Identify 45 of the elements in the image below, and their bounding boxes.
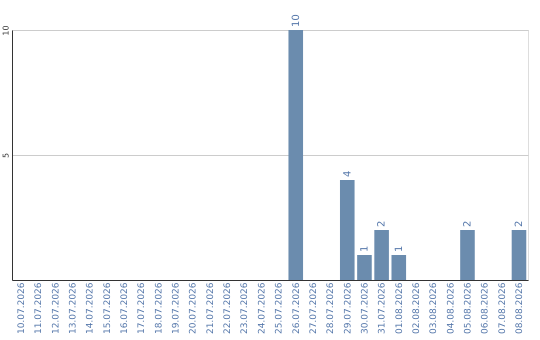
x-tick-label: 16.07.2026 [120,282,130,334]
x-tick-label: 30.07.2026 [360,282,370,334]
x-tick-label: 19.07.2026 [172,282,182,334]
x-tick-label: 15.07.2026 [102,282,113,334]
x-tick-label: 13.07.2026 [68,282,79,334]
data-label: 4 [342,170,354,177]
x-tick-label: 23.07.2026 [240,282,250,334]
x-tick-label: 20.07.2026 [188,282,199,334]
bar [340,180,355,280]
x-tick-label: 31.07.2026 [378,282,388,334]
bar [288,30,304,280]
x-tick-label: 01.08.2026 [394,282,405,334]
x-tick-label: 12.07.2026 [51,282,62,334]
bar [374,230,389,280]
x-tick-label: 21.07.2026 [206,282,216,334]
bar [460,230,475,280]
data-label: 2 [376,220,388,227]
data-label: 2 [514,220,525,227]
bar [512,230,526,280]
x-tick-label: 26.07.2026 [292,282,302,334]
bar [391,255,406,280]
data-label: 1 [359,246,370,252]
x-tick-label: 05.08.2026 [463,282,474,334]
x-tick-label: 18.07.2026 [154,282,164,334]
data-label: 2 [462,220,474,227]
x-tick-label: 27.07.2026 [308,282,319,334]
x-tick-label: 28.07.2026 [326,282,336,334]
x-tick-label: 25.07.2026 [274,282,285,334]
x-tick-label: 24.07.2026 [257,282,268,334]
x-tick-label: 08.08.2026 [514,282,525,334]
x-tick-label: 07.08.2026 [498,282,508,334]
data-label: 10 [290,14,302,27]
x-tick-label: 03.08.2026 [429,282,440,334]
y-tick-label: 5 [2,152,10,158]
x-tick-label: 04.08.2026 [446,282,456,334]
x-tick-label: 02.08.2026 [412,282,422,334]
x-tick-label: 14.07.2026 [86,282,96,334]
x-tick-label: 22.07.2026 [223,282,234,334]
x-tick-label: 11.07.2026 [34,282,44,334]
x-tick-label: 29.07.2026 [343,282,354,334]
x-tick-label: 10.07.2026 [17,282,28,334]
x-tick-label: 06.08.2026 [480,282,491,334]
bar [357,255,372,280]
data-label: 1 [394,246,405,252]
x-tick-label: 17.07.2026 [137,282,148,334]
